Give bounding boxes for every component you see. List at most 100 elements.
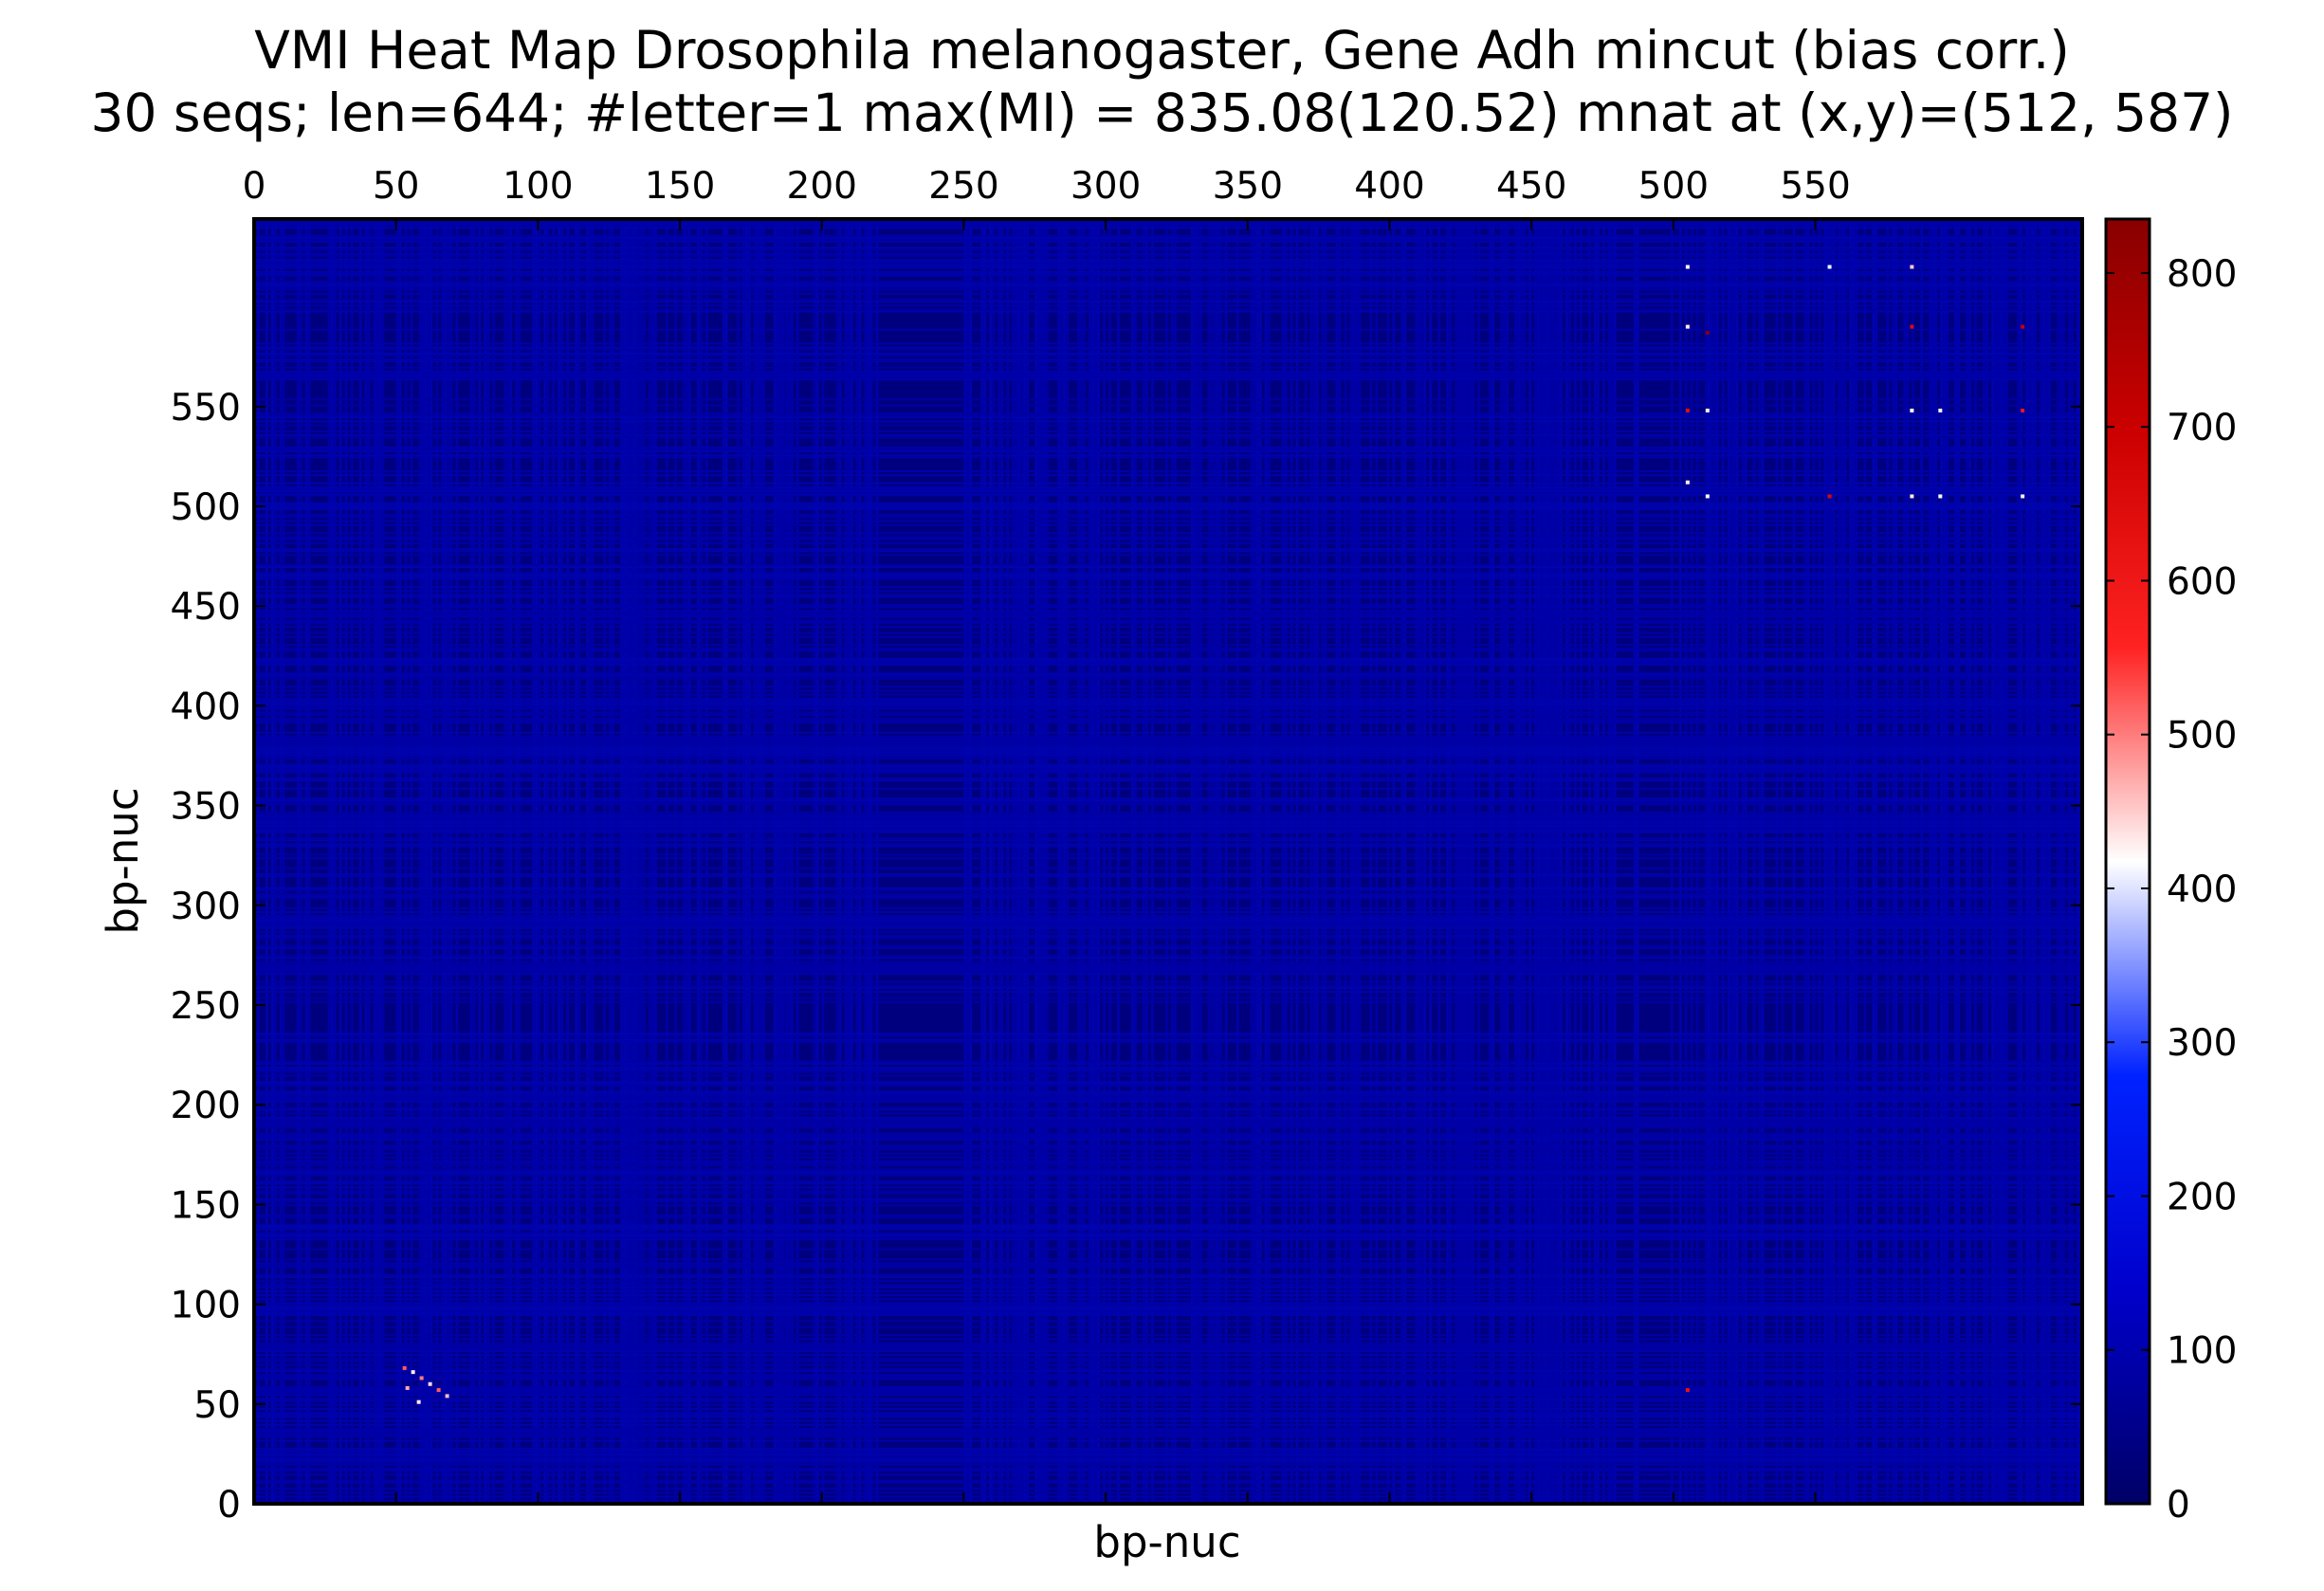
heatmap-row: [254, 563, 2082, 566]
heatmap-column: [969, 219, 973, 1504]
heatmap-row: [254, 837, 2082, 840]
heatmap-column: [327, 219, 331, 1504]
heatmap-row: [254, 1144, 2082, 1147]
heatmap-row: [254, 304, 2082, 307]
heatmap-column: [1849, 219, 1853, 1504]
heatmap-column: [1803, 219, 1807, 1504]
heatmap-column: [1253, 219, 1256, 1504]
y-tick-label: 550: [171, 387, 241, 430]
heatmap-row: [254, 906, 2082, 909]
heatmap-column: [1415, 219, 1418, 1504]
heatmap-hotspot: [1910, 324, 1914, 329]
heatmap-row: [254, 731, 2082, 734]
x-tick-label: 100: [503, 165, 573, 208]
heatmap-column: [1034, 219, 1037, 1504]
heatmap-column: [1151, 219, 1154, 1504]
heatmap-row: [254, 631, 2082, 634]
heatmap-column: [1597, 219, 1600, 1504]
heatmap-row: [254, 348, 2082, 351]
heatmap-row: [254, 895, 2082, 898]
heatmap-row: [254, 845, 2082, 848]
heatmap-column: [1517, 219, 1520, 1504]
heatmap-hotspot: [1685, 1388, 1690, 1393]
heatmap-column: [1312, 219, 1316, 1504]
heatmap-row: [254, 1238, 2082, 1241]
heatmap-row: [254, 606, 2082, 609]
heatmap-row: [254, 221, 2082, 223]
heatmap-row: [254, 270, 2082, 273]
heatmap-row: [254, 707, 2082, 710]
heatmap-column: [1812, 219, 1816, 1504]
heatmap-row: [254, 352, 2082, 355]
heatmap-column: [1446, 219, 1450, 1504]
heatmap-row: [254, 1121, 2082, 1123]
heatmap-column: [1500, 219, 1503, 1504]
y-tick-label: 450: [171, 586, 241, 629]
heatmap-column: [1304, 219, 1308, 1504]
heatmap-column: [307, 219, 311, 1504]
heatmap-row: [254, 590, 2082, 593]
heatmap-row: [254, 1280, 2082, 1283]
heatmap-row: [254, 987, 2082, 989]
heatmap-column: [447, 219, 450, 1504]
heatmap-column: [1046, 219, 1049, 1504]
heatmap-column: [1309, 219, 1313, 1504]
heatmap-column: [753, 219, 757, 1504]
heatmap-column: [875, 219, 879, 1504]
heatmap-column: [1852, 219, 1856, 1504]
heatmap-column: [503, 219, 507, 1504]
heatmap-row: [254, 747, 2082, 750]
heatmap-column: [1457, 219, 1461, 1504]
heatmap-column: [1015, 219, 1018, 1504]
heatmap-column: [1855, 219, 1858, 1504]
heatmap-column: [373, 219, 376, 1504]
heatmap-column: [410, 219, 413, 1504]
heatmap-column: [1957, 219, 1960, 1504]
heatmap-column: [666, 219, 668, 1504]
y-tick-label: 100: [171, 1285, 241, 1327]
heatmap-column: [398, 219, 402, 1504]
heatmap-column: [1040, 219, 1043, 1504]
heatmap-column: [869, 219, 873, 1504]
heatmap-row: [254, 1344, 2082, 1346]
heatmap-hotspot: [445, 1394, 449, 1399]
heatmap-row: [254, 827, 2082, 830]
heatmap-row: [254, 1455, 2082, 1458]
heatmap-row: [254, 1100, 2082, 1103]
heatmap-column: [1931, 219, 1935, 1504]
heatmap-row: [254, 1262, 2082, 1265]
heatmap-column: [430, 219, 433, 1504]
heatmap-row: [254, 360, 2082, 363]
heatmap-column: [1983, 219, 1985, 1504]
heatmap-column: [344, 219, 348, 1504]
heatmap-column: [1943, 219, 1946, 1504]
x-tick-label: 550: [1780, 165, 1850, 208]
heatmap-hotspot: [416, 1399, 421, 1404]
heatmap-column: [623, 219, 626, 1504]
heatmap-row: [254, 1096, 2082, 1099]
heatmap-row: [254, 1390, 2082, 1392]
heatmap-row: [254, 1258, 2082, 1261]
heatmap-row: [254, 538, 2082, 540]
heatmap-column: [1565, 219, 1568, 1504]
heatmap-row: [254, 1266, 2082, 1269]
heatmap-column: [333, 219, 337, 1504]
heatmap-column: [1063, 219, 1066, 1504]
heatmap-row: [254, 1286, 2082, 1289]
colorbar-gradient: [2104, 217, 2151, 1506]
heatmap-column: [1491, 219, 1494, 1504]
heatmap-row: [254, 1416, 2082, 1418]
heatmap-row: [254, 1094, 2082, 1097]
heatmap-column: [1752, 219, 1756, 1504]
heatmap-hotspot: [1910, 408, 1914, 412]
heatmap-column: [835, 219, 839, 1504]
heatmap-column: [1429, 219, 1433, 1504]
heatmap-row: [254, 1454, 2082, 1456]
heatmap-row: [254, 254, 2082, 257]
heatmap-row: [254, 299, 2082, 302]
heatmap-column: [339, 219, 342, 1504]
heatmap-row: [254, 749, 2082, 752]
heatmap-row: [254, 1276, 2082, 1279]
heatmap-column: [1000, 219, 1004, 1504]
heatmap-column: [1678, 219, 1682, 1504]
